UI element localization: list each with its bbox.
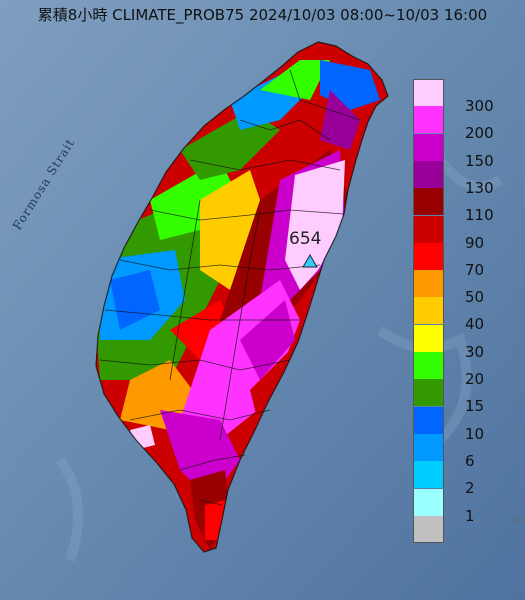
legend-item [413,515,513,543]
legend-item: 15 [413,379,513,415]
legend-item: 70 [413,242,513,279]
legend-label: 300 [465,97,494,115]
legend-label: 200 [465,124,494,143]
legend-swatch [413,215,444,243]
legend-label: 6 [465,451,475,470]
legend-item: 110 [413,188,513,224]
legend-item: 30 [413,324,513,361]
legend-swatch [413,324,444,352]
legend-item: 6 [413,433,513,470]
legend-label: 10 [465,424,485,443]
legend-item: 300 [413,79,513,115]
legend-swatch [413,79,444,106]
legend-item: 20 [413,352,513,388]
max-rainfall-value: 654 [289,229,322,249]
legend-swatch [413,160,444,188]
legend-swatch [413,133,444,161]
map-title: 累積8小時 CLIMATE_PROB75 2024/10/03 08:00~10… [37,6,488,24]
edge-mark: 1( [512,516,521,525]
legend-swatch [413,515,444,543]
legend-label: 2 [465,479,475,498]
legend-swatch [413,433,444,461]
legend-label: 20 [465,370,485,388]
legend-item: 40 [413,297,513,333]
legend-item: 50 [413,270,513,306]
legend-swatch [413,488,444,516]
legend-item: 90 [413,215,513,252]
sea-texture [55,156,503,562]
county-borders [95,41,389,553]
legend-swatch [413,461,444,489]
legend-label: 50 [465,288,485,307]
legend-label: 130 [465,178,494,197]
color-legend: 300 200 150 130 110 90 70 50 40 30 20 15 10 6 2 1 [413,79,513,569]
legend-label: 1 [465,506,475,525]
legend-swatch [413,352,444,379]
legend-item: 150 [413,133,513,170]
legend-swatch [413,379,444,407]
legend-label: 15 [465,397,485,416]
legend-item: 130 [413,160,513,197]
legend-item: 2 [413,461,513,497]
legend-swatch [413,242,444,270]
legend-swatch [413,270,444,298]
legend-label: 40 [465,315,485,334]
legend-label: 110 [465,206,494,225]
triangle-marker-icon [302,254,318,268]
legend-swatch [413,297,444,325]
legend-label: 90 [465,233,485,252]
legend-swatch [413,188,444,216]
legend-label: 70 [465,260,485,279]
legend-swatch [413,406,444,434]
legend-swatch [413,106,444,134]
legend-item: 200 [413,106,513,142]
legend-label: 30 [465,342,485,361]
legend-label: 150 [465,151,494,170]
legend-item: 1 [413,488,513,525]
legend-item: 10 [413,406,513,443]
